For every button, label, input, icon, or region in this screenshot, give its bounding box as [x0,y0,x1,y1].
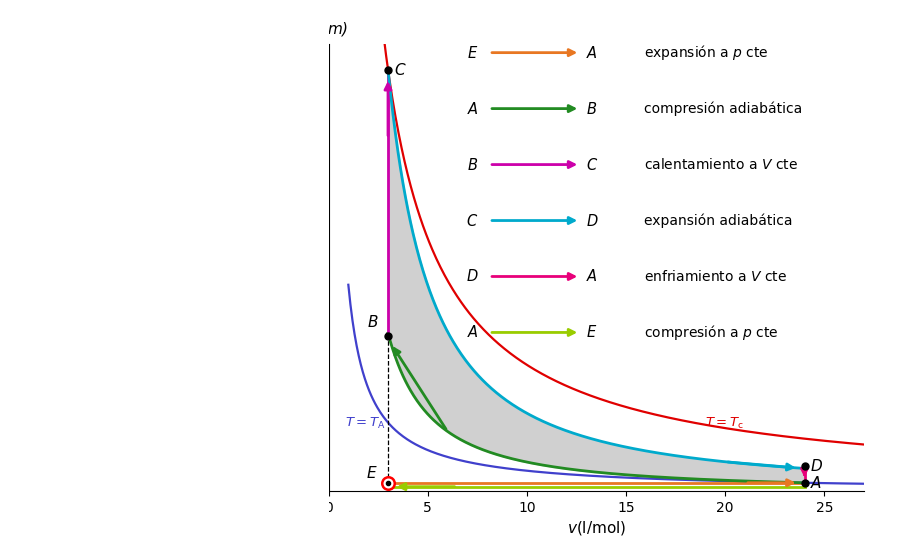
Text: $p$(atm): $p$(atm) [296,20,348,39]
Text: $E$: $E$ [366,466,378,482]
Text: calentamiento a $V$ cte: calentamiento a $V$ cte [644,157,798,172]
Text: $B$: $B$ [586,100,597,117]
Text: $T=T_{\rm A}$: $T=T_{\rm A}$ [346,416,386,431]
Text: $A$: $A$ [586,269,598,284]
Text: $C$: $C$ [466,212,479,229]
Text: $D$: $D$ [811,458,824,473]
Text: enfriamiento a $V$ cte: enfriamiento a $V$ cte [644,269,788,284]
Text: $T=T_{\rm c}$: $T=T_{\rm c}$ [706,416,744,431]
Text: $D$: $D$ [466,269,479,284]
X-axis label: $v$(l/mol): $v$(l/mol) [567,519,626,537]
Text: $C$: $C$ [394,62,407,78]
Text: $A$: $A$ [467,100,479,117]
Text: $B$: $B$ [467,157,479,173]
Text: compresión a $p$ cte: compresión a $p$ cte [644,323,778,342]
Text: $E$: $E$ [467,45,479,61]
Text: $A$: $A$ [586,45,598,61]
Text: $D$: $D$ [586,212,598,229]
Text: $C$: $C$ [586,157,598,173]
Text: $A$: $A$ [467,324,479,341]
Text: expansión a $p$ cte: expansión a $p$ cte [644,43,770,62]
Text: compresión adiabática: compresión adiabática [644,102,803,116]
Text: $B$: $B$ [366,313,378,330]
Text: expansión adiabática: expansión adiabática [644,213,793,228]
Text: $A$: $A$ [811,475,823,491]
Text: $E$: $E$ [586,324,597,341]
